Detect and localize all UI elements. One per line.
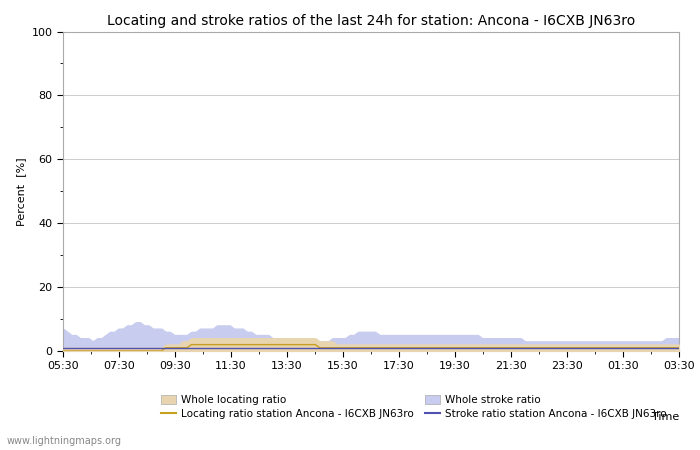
Text: www.lightningmaps.org: www.lightningmaps.org <box>7 436 122 446</box>
Title: Locating and stroke ratios of the last 24h for station: Ancona - I6CXB JN63ro: Locating and stroke ratios of the last 2… <box>107 14 635 27</box>
Text: Time: Time <box>652 412 679 422</box>
Y-axis label: Percent  [%]: Percent [%] <box>16 157 26 225</box>
Legend: Whole locating ratio, Locating ratio station Ancona - I6CXB JN63ro, Whole stroke: Whole locating ratio, Locating ratio sta… <box>160 395 667 419</box>
